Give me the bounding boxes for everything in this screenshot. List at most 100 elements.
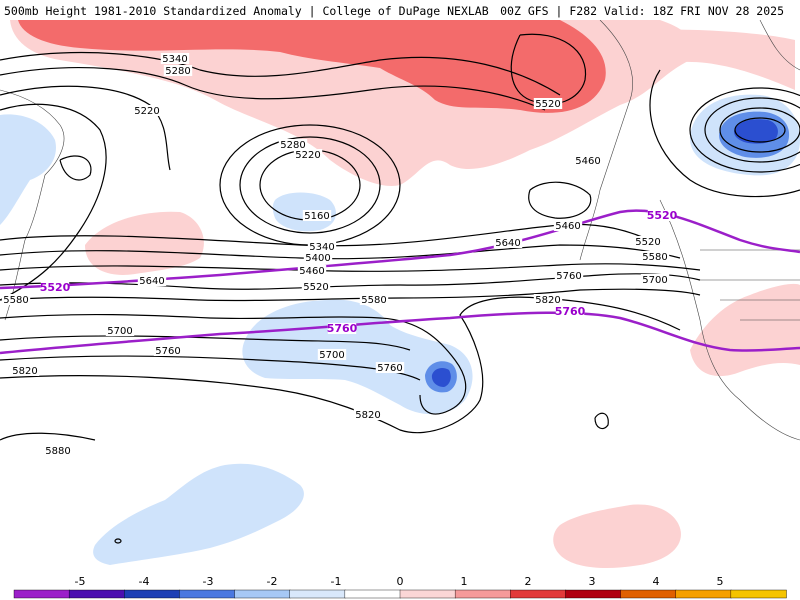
colorbar-swatches [13, 589, 787, 599]
contour-label-bg [293, 149, 323, 160]
contour-label: 5880 [45, 446, 70, 457]
contour-label-bg [375, 362, 405, 373]
reference-contour-label: 5520 [647, 209, 678, 222]
reference-contour-label: 5760 [555, 305, 586, 318]
colorbar-tick-label: 1 [461, 576, 468, 588]
contour-label-bg [647, 210, 677, 221]
positive-anomaly-core [18, 20, 606, 113]
contour-label-bg [302, 210, 332, 221]
contour-label-bg [43, 445, 73, 456]
contour-label-bg [137, 275, 167, 286]
contour-label-bg [640, 251, 670, 262]
colorbar-tick-label: -1 [331, 576, 342, 588]
contour-label-bg [303, 252, 333, 263]
contour-label-bg [105, 325, 135, 336]
contour-label: 5760 [556, 271, 581, 282]
colorbar-tick-label: 5 [717, 576, 724, 588]
colorbar-swatch [124, 589, 181, 599]
colorbar-tick-label: 0 [397, 576, 404, 588]
contour-label-bg [278, 139, 308, 150]
contour-label: 5460 [555, 221, 580, 232]
contour-label: 5640 [495, 238, 520, 249]
colorbar-swatch [565, 589, 622, 599]
contour-label-bg [327, 323, 357, 334]
anomaly-map: 5340528052205520528052205160546054605340… [0, 20, 800, 568]
contour-label-bg [307, 241, 337, 252]
colorbar-swatch [454, 589, 511, 599]
colorbar-swatch [344, 589, 401, 599]
contour-label-bg [10, 365, 40, 376]
colorbar-swatch [179, 589, 236, 599]
coastlines [0, 20, 800, 441]
contour-label: 5520 [635, 237, 660, 248]
contour-label-bg [317, 349, 347, 360]
reference-contour-label: 5760 [327, 322, 358, 335]
positive-anomaly-subtropical [85, 211, 204, 275]
contour-label-bg [555, 306, 585, 317]
contour-label-bg [353, 409, 383, 420]
contour-label: 5820 [12, 366, 37, 377]
colorbar-ticks: -5 -4 -3 -2 -1 0 1 2 3 4 5 [75, 576, 724, 588]
negative-anomaly-west [0, 114, 56, 225]
map-title: 500mb Height 1981-2010 Standardized Anom… [4, 4, 489, 18]
contour-label-bg [633, 236, 663, 247]
contour-label: 5520 [535, 99, 560, 110]
colorbar-swatch [13, 589, 70, 599]
model-run-info: 00Z GFS | F282 Valid: 18Z FRI NOV 28 202… [500, 4, 784, 18]
contour-label: 5580 [3, 295, 28, 306]
contour-label: 5520 [303, 282, 328, 293]
colorbar-tick-label: 3 [589, 576, 596, 588]
contour-label: 5340 [309, 242, 334, 253]
contour-label-bg [359, 294, 389, 305]
contour-label: 5820 [355, 410, 380, 421]
colorbar-tick-label: 4 [653, 576, 660, 588]
map-header: 500mb Height 1981-2010 Standardized Anom… [0, 0, 800, 20]
contour-label: 5400 [305, 253, 330, 264]
contour-label-bg [1, 294, 31, 305]
contour-label: 5640 [139, 276, 164, 287]
positive-anomaly-south [553, 504, 681, 568]
contour-label: 5280 [165, 66, 190, 77]
contour-label-bg [160, 53, 190, 64]
contour-label-bg [573, 155, 603, 166]
contour-label: 5460 [299, 266, 324, 277]
reference-contour-label: 5520 [40, 281, 71, 294]
colorbar-swatch [510, 589, 567, 599]
contour-label-bg [493, 237, 523, 248]
positive-anomaly-coast [690, 283, 800, 377]
colorbar-tick-label: -5 [75, 576, 86, 588]
positive-anomaly-ne [637, 29, 795, 90]
negative-anomaly-central-3 [431, 367, 451, 387]
colorbar-swatch [675, 589, 732, 599]
contour-label-bg [533, 98, 563, 109]
contour-label: 5760 [155, 346, 180, 357]
colorbar-swatch [620, 589, 677, 599]
contour-label: 5760 [377, 363, 402, 374]
contour-label-bg [132, 105, 162, 116]
colorbar-swatch [68, 589, 125, 599]
contour-label-bg [40, 282, 70, 293]
contour-label: 5580 [642, 252, 667, 263]
colorbar-tick-label: -3 [203, 576, 214, 588]
contour-label: 5700 [107, 326, 132, 337]
contour-label-bg [640, 274, 670, 285]
negative-anomaly-ne-3 [734, 119, 778, 144]
contour-label-bg [553, 220, 583, 231]
contour-label-bg [297, 265, 327, 276]
colorbar-tick-label: 2 [525, 576, 532, 588]
contour-label-bg [533, 294, 563, 305]
contour-label-bg [301, 281, 331, 292]
contour-label: 5220 [134, 106, 159, 117]
contour-label-bg [554, 270, 584, 281]
colorbar-tick-label: -2 [267, 576, 278, 588]
anomaly-shading [0, 20, 800, 568]
contour-labels: 5340528052205520528052205160546054605340… [1, 53, 678, 457]
colorbar-swatch [289, 589, 346, 599]
contour-label: 5700 [642, 275, 667, 286]
contour-label: 5280 [280, 140, 305, 151]
contour-label: 5700 [319, 350, 344, 361]
negative-anomaly-south [93, 463, 304, 565]
contour-label-bg [163, 65, 193, 76]
contour-label: 5340 [162, 54, 187, 65]
contour-label: 5820 [535, 295, 560, 306]
